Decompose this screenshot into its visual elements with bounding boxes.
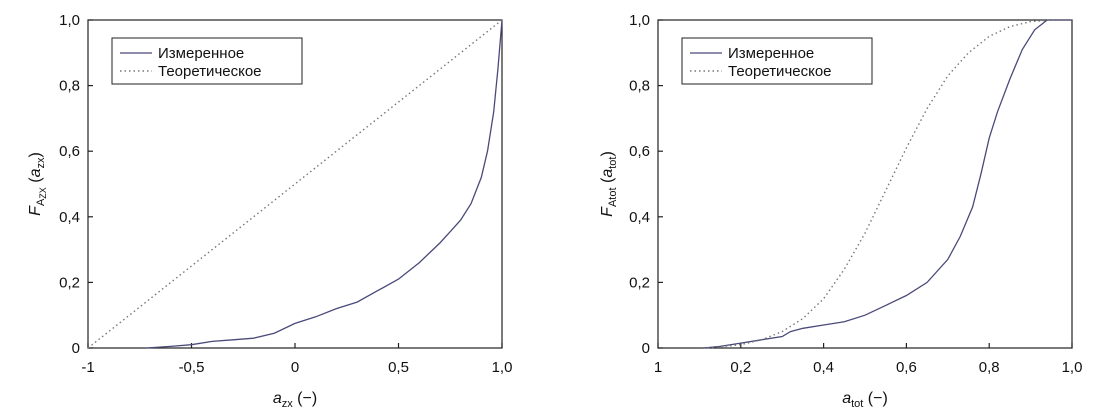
x-tick-label: 1,0 bbox=[492, 359, 513, 376]
series-line-measured bbox=[145, 19, 503, 349]
y-tick-label: 0,4 bbox=[629, 209, 650, 226]
series-line-measured bbox=[703, 19, 1072, 349]
legend-box bbox=[111, 37, 303, 85]
legend-label: Измеренное bbox=[158, 45, 244, 62]
x-tick-label: -1 bbox=[81, 359, 94, 376]
y-tick-label: 0 bbox=[642, 340, 650, 357]
x-axis-label: azx (−) bbox=[273, 390, 317, 410]
series-line-theoretical bbox=[707, 19, 1072, 349]
x-tick-label: 0 bbox=[291, 359, 299, 376]
y-tick-label: 0,8 bbox=[629, 78, 650, 95]
legend-box bbox=[681, 37, 873, 85]
x-tick-label: 0,4 bbox=[813, 359, 834, 376]
legend-label: Измеренное bbox=[728, 45, 814, 62]
x-axis-label: atot (−) bbox=[842, 390, 888, 410]
y-tick-label: 0 bbox=[72, 340, 80, 357]
x-tick-label: -0,5 bbox=[179, 359, 205, 376]
y-axis-label: FAZX (azx) bbox=[27, 152, 48, 216]
x-tick-label: 0,5 bbox=[388, 359, 409, 376]
x-tick-label: 1 bbox=[654, 359, 662, 376]
plot-frame bbox=[657, 19, 1073, 349]
y-tick-label: 0,8 bbox=[59, 78, 80, 95]
y-tick-label: 0,2 bbox=[59, 274, 80, 291]
legend-label: Теоретическое bbox=[158, 63, 262, 80]
y-tick-label: 1,0 bbox=[59, 12, 80, 29]
x-tick-label: 0,6 bbox=[896, 359, 917, 376]
legend-label: Теоретическое bbox=[728, 63, 832, 80]
x-tick-label: 0,2 bbox=[730, 359, 751, 376]
y-tick-label: 1,0 bbox=[629, 12, 650, 29]
x-tick-label: 1,0 bbox=[1062, 359, 1083, 376]
chart-1: -1 -0,5 0 0,5 1,0 0 0,2 0,4 0,6 0,8 1,0 ИзмеренноеТ… bbox=[27, 12, 512, 410]
y-tick-label: 0,4 bbox=[59, 209, 80, 226]
chart-2: 1 0,2 0,4 0,6 0,8 1,0 0 0,2 0,4 0,6 0,8 1,0 Измеренн… bbox=[599, 12, 1082, 410]
y-tick-label: 0,6 bbox=[59, 143, 80, 160]
y-tick-label: 0,2 bbox=[629, 274, 650, 291]
x-tick-label: 0,8 bbox=[979, 359, 1000, 376]
y-axis-label: FAtot (atot) bbox=[599, 151, 619, 217]
y-tick-label: 0,6 bbox=[629, 143, 650, 160]
